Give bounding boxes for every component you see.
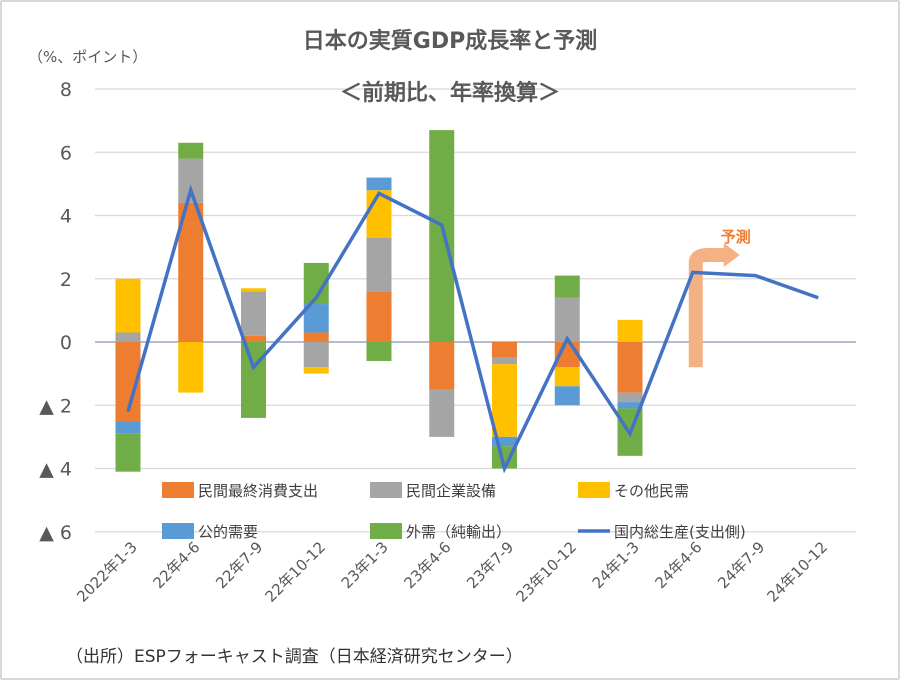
x-tick-label: 23年4-6 bbox=[400, 538, 454, 592]
y-axis-unit-label: （%、ポイント） bbox=[28, 48, 147, 66]
bar-segment bbox=[492, 357, 517, 365]
legend-label: 外需（純輸出） bbox=[406, 523, 511, 541]
legend-label: 民間企業設備 bbox=[406, 482, 496, 500]
bar-segment bbox=[241, 335, 266, 342]
legend-swatch bbox=[162, 482, 194, 498]
chart-subtitle: ＜前期比、年率換算＞ bbox=[340, 80, 560, 106]
bar-segment bbox=[554, 297, 580, 342]
y-tick-label: ▲ 2 bbox=[39, 395, 72, 417]
bar-segment bbox=[303, 367, 329, 374]
y-tick-label: 6 bbox=[60, 142, 72, 164]
x-tick-label: 22年7-9 bbox=[212, 538, 266, 592]
legend-label: その他民需 bbox=[614, 482, 689, 500]
x-tick-label: 22年10-12 bbox=[261, 538, 329, 606]
forecast-arrow: 予測 bbox=[688, 228, 751, 368]
bar-segment bbox=[178, 202, 204, 342]
legend-swatch bbox=[370, 482, 402, 498]
bar-segment bbox=[178, 342, 204, 393]
bar-segment bbox=[554, 386, 580, 406]
bar-segment bbox=[554, 275, 580, 298]
gridlines bbox=[95, 88, 856, 533]
bar-segment bbox=[241, 291, 266, 336]
bar-segment bbox=[617, 392, 643, 403]
bar-segment bbox=[366, 291, 392, 342]
bar-segment bbox=[429, 342, 455, 390]
bar-segment bbox=[241, 288, 266, 292]
bar-segment bbox=[492, 436, 517, 447]
forecast-arrow-shaft bbox=[688, 248, 726, 368]
x-tick-label: 2022年1-3 bbox=[73, 538, 141, 606]
bar-segment bbox=[492, 342, 517, 358]
legend-swatch bbox=[370, 523, 402, 539]
bar-segment bbox=[303, 332, 329, 342]
forecast-arrow-head bbox=[723, 243, 740, 268]
bar-segment bbox=[429, 389, 455, 437]
x-tick-label: 24年10-12 bbox=[763, 538, 831, 606]
bar-segment bbox=[492, 364, 517, 437]
x-tick-label: 23年10-12 bbox=[512, 538, 580, 606]
bar-segment bbox=[554, 367, 580, 387]
legend-label: 民間最終消費支出 bbox=[198, 482, 318, 500]
legend-swatch bbox=[162, 523, 194, 539]
chart-title: 日本の実質GDP成長率と予測 bbox=[303, 28, 597, 54]
bar-segment bbox=[115, 433, 141, 472]
legend-label: 国内総生産(支出側) bbox=[614, 523, 746, 541]
x-tick-label: 24年4-6 bbox=[651, 538, 705, 592]
bar-segment bbox=[115, 278, 141, 333]
bar-segment bbox=[617, 319, 643, 342]
forecast-label: 予測 bbox=[721, 228, 751, 246]
legend-swatch bbox=[578, 482, 610, 498]
bars bbox=[115, 130, 643, 472]
gdp-line bbox=[126, 184, 819, 474]
bar-segment bbox=[429, 130, 455, 342]
legend-label: 公的需要 bbox=[198, 523, 258, 541]
y-axis-ticks: 8 6 4 2 0 ▲ 2 ▲ 4 ▲ 6 bbox=[39, 79, 72, 544]
y-tick-label: 4 bbox=[60, 206, 72, 228]
bar-segment bbox=[115, 421, 141, 434]
x-tick-label: 24年7-9 bbox=[714, 538, 768, 592]
y-tick-label: ▲ 6 bbox=[39, 522, 72, 544]
y-tick-label: ▲ 4 bbox=[39, 459, 72, 481]
y-tick-label: 2 bbox=[60, 269, 72, 291]
bar-segment bbox=[366, 237, 392, 292]
bar-segment bbox=[115, 332, 141, 342]
x-tick-label: 23年7-9 bbox=[463, 538, 517, 592]
bar-segment bbox=[303, 342, 329, 368]
source-note: （出所）ESPフォーキャスト調査（日本経済研究センター） bbox=[66, 647, 523, 667]
x-tick-label: 24年1-3 bbox=[589, 538, 643, 592]
x-tick-label: 22年4-6 bbox=[149, 538, 203, 592]
y-tick-label: 0 bbox=[60, 332, 72, 354]
bar-segment bbox=[178, 142, 204, 159]
bar-segment bbox=[617, 342, 643, 393]
y-tick-label: 8 bbox=[60, 79, 72, 101]
bar-segment bbox=[241, 342, 266, 418]
gdp-line-path bbox=[126, 184, 819, 474]
bar-segment bbox=[617, 402, 643, 409]
bar-segment bbox=[366, 342, 392, 361]
bar-segment bbox=[366, 177, 392, 191]
x-tick-label: 23年1-3 bbox=[338, 538, 392, 592]
